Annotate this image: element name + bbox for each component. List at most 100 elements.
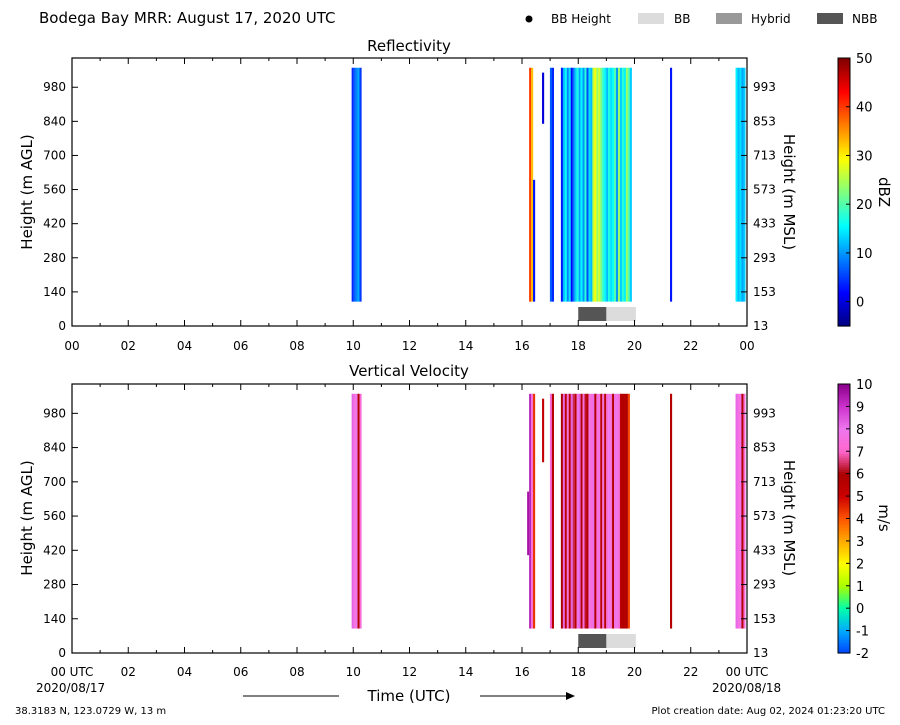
band-nbb (578, 307, 607, 321)
colorbar-segment (838, 154, 850, 157)
data-strip (542, 398, 545, 463)
colorbar-tick-label: 0 (856, 602, 864, 617)
y-tick-label: 980 (43, 80, 66, 94)
data-strip (592, 393, 595, 629)
data-strip (619, 67, 623, 302)
colorbar-segment (838, 415, 850, 419)
colorbar-segment (838, 549, 850, 553)
colorbar-segment (838, 227, 850, 231)
y-tick-label: 280 (43, 251, 66, 265)
colorbar-segment (838, 612, 850, 616)
colorbar-segment (838, 107, 850, 110)
colorbar-segment (838, 203, 850, 206)
colorbar-segment (838, 406, 850, 410)
colorbar-segment (838, 151, 850, 155)
colorbar-segment (838, 87, 850, 90)
colorbar-segment (838, 440, 850, 443)
colorbar-segment (838, 444, 850, 448)
data-strip (741, 393, 744, 629)
data-strip (625, 67, 628, 302)
data-strip (542, 72, 545, 124)
colorbar-segment (838, 650, 850, 654)
x-tick-label: 02 (121, 665, 136, 679)
data-strip (574, 67, 577, 302)
data-strip (549, 67, 553, 302)
colorbar-segment (838, 522, 850, 526)
colorbar-segment (838, 455, 850, 459)
colorbar-segment (838, 431, 850, 434)
colorbar-segment (838, 514, 850, 517)
colorbar-segment (838, 317, 850, 320)
data-strip (608, 67, 611, 302)
data-strip (623, 67, 626, 302)
colorbar-segment (838, 630, 850, 634)
colorbar-segment (838, 605, 850, 609)
colorbar-segment (838, 165, 850, 169)
x-tick-label: 18 (571, 339, 586, 353)
data-strip (627, 67, 630, 302)
data-strip (551, 67, 554, 302)
y-tick-label-right: 853 (753, 441, 776, 455)
x-tick-label: 04 (177, 665, 192, 679)
colorbar-segment (838, 556, 850, 560)
legend-bb-swatch (638, 13, 664, 24)
x-tick-label: 22 (683, 339, 698, 353)
x-tick-label: 16 (514, 665, 529, 679)
colorbar-segment (838, 100, 850, 104)
x-tick-label: 00 (739, 339, 754, 353)
colorbar-segment (838, 254, 850, 258)
legend-bb-label: BB (674, 12, 690, 26)
data-strip (533, 179, 536, 302)
y-tick-label: 840 (43, 114, 66, 128)
colorbar-segment (838, 238, 850, 242)
y-tick-label-right: 853 (753, 114, 776, 128)
colorbar-segment (838, 303, 850, 307)
x-tick-label: 04 (177, 339, 192, 353)
data-strip (604, 67, 607, 302)
header-legend: BB Height BB Hybrid NBB (525, 12, 877, 26)
colorbar-segment (838, 563, 850, 567)
data-strip (359, 393, 362, 629)
x-tick-label: 14 (458, 665, 473, 679)
colorbar-segment (838, 145, 850, 148)
colorbar-segment (838, 75, 850, 79)
reflectivity-colorbar-label: dBZ (875, 177, 893, 207)
colorbar-segment (838, 58, 850, 61)
data-strip (582, 393, 585, 629)
data-strip (586, 393, 589, 629)
colorbar-segment (838, 399, 850, 403)
data-strip (598, 393, 601, 629)
data-strip (739, 393, 742, 629)
legend-bb-height-dot (525, 15, 533, 23)
colorbar-tick-label: -1 (856, 625, 869, 640)
data-strip (551, 393, 554, 629)
band-bb (606, 634, 636, 648)
colorbar-segment (838, 565, 850, 569)
data-strip (353, 393, 356, 629)
y-tick-label-right: 153 (753, 285, 776, 299)
colorbar-segment (838, 160, 850, 164)
legend-hybrid-swatch (716, 13, 742, 24)
colorbar-segment (838, 594, 850, 598)
y-tick-label-right: 573 (753, 509, 776, 523)
colorbar-segment (838, 469, 850, 473)
colorbar-segment (838, 272, 850, 276)
data-strip (735, 67, 738, 302)
velocity-data (351, 393, 746, 629)
colorbar-segment (838, 209, 850, 213)
colorbar-tick-label: 5 (856, 490, 864, 505)
colorbar-segment (838, 60, 850, 64)
colorbar-segment (838, 296, 850, 300)
data-strip (741, 67, 744, 302)
x-tick-label: 14 (458, 339, 473, 353)
colorbar-segment (838, 102, 850, 106)
colorbar-segment (838, 610, 850, 614)
data-strip (533, 393, 536, 629)
colorbar-segment (838, 592, 850, 596)
y-tick-label-right: 573 (753, 183, 776, 197)
colorbar-segment (838, 435, 850, 439)
reflectivity-panel: Reflectivity 00 02 04 06 08 10 12 14 16 18 20 22 000… (18, 37, 893, 353)
colorbar-segment (838, 200, 850, 204)
colorbar-segment (838, 505, 850, 508)
